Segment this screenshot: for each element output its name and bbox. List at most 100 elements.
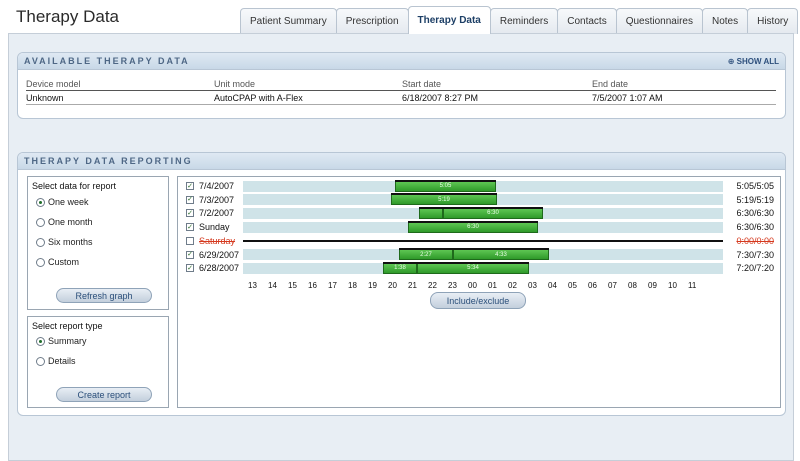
radio-button[interactable]	[36, 237, 45, 247]
row-date: 7/3/2007	[199, 194, 235, 205]
row-date: 6/29/2007	[199, 249, 240, 260]
hour-tick-label: 08	[628, 281, 637, 290]
usage-bar[interactable]	[419, 207, 443, 219]
session-outline	[383, 261, 529, 264]
tab-bar: Patient Summary Prescription Therapy Dat…	[240, 6, 799, 34]
table-row[interactable]: Unknown AutoCPAP with A-Flex 6/18/2007 8…	[26, 91, 776, 105]
header: Therapy Data Patient Summary Prescriptio…	[0, 0, 800, 34]
include-checkbox[interactable]: ✓	[186, 182, 194, 190]
tab-questionnaires[interactable]: Questionnaires	[615, 8, 703, 34]
row-date: Saturday	[199, 235, 236, 246]
usage-bar[interactable]: 5:19	[391, 194, 497, 206]
radio-custom[interactable]: Custom	[36, 257, 79, 267]
tab-prescription[interactable]: Prescription	[335, 8, 409, 34]
include-checkbox[interactable]: ✓	[186, 195, 194, 204]
row-date: 7/2/2007	[199, 208, 235, 219]
hour-tick-label: 19	[368, 281, 377, 290]
usage-bar[interactable]: 6:30	[408, 221, 538, 233]
available-panel-title: AVAILABLE THERAPY DATA	[24, 56, 190, 66]
radio-one-week[interactable]: One week	[36, 197, 89, 207]
timeline-track[interactable]: 6:30	[243, 221, 723, 233]
start-date-cell: 6/18/2007 8:27 PM	[402, 92, 479, 103]
session-outline	[399, 248, 549, 250]
column-header: Start date	[402, 78, 442, 89]
timeline-track[interactable]	[243, 235, 723, 246]
show-all-link[interactable]: ⊕ SHOW ALL	[727, 57, 779, 66]
timeline-track[interactable]: 2:27 4:33	[243, 249, 723, 260]
usage-bar[interactable]: 1:38	[383, 262, 417, 274]
row-total-time: 6:30/6:30	[736, 208, 774, 219]
row-label[interactable]: ✓ 6/29/2007	[186, 249, 239, 261]
hour-tick-label: 03	[528, 281, 537, 290]
available-panel-heading: AVAILABLE THERAPY DATA	[18, 53, 785, 70]
radio-button[interactable]	[36, 217, 45, 227]
available-therapy-panel: AVAILABLE THERAPY DATA ⊕ SHOW ALL Device…	[17, 52, 786, 119]
row-total-time: 7:20/7:20	[736, 263, 774, 274]
create-report-button[interactable]: Create report	[56, 387, 152, 402]
timeline-track[interactable]: 5:19	[243, 194, 723, 206]
radio-summary[interactable]: Summary	[36, 336, 87, 346]
include-checkbox[interactable]: ✓	[186, 264, 194, 273]
row-label[interactable]: Saturday	[186, 235, 235, 247]
tab-therapy-data[interactable]: Therapy Data	[407, 6, 491, 34]
hour-tick-label: 09	[648, 281, 657, 290]
include-exclude-button[interactable]: Include/exclude	[430, 292, 526, 309]
hour-tick-label: 20	[388, 281, 397, 290]
timeline-track[interactable]: 6:30	[243, 207, 723, 219]
radio-button[interactable]	[36, 336, 45, 346]
include-checkbox[interactable]: ✓	[186, 223, 194, 232]
row-total-time: 5:19/5:19	[736, 194, 774, 205]
radio-details[interactable]: Details	[36, 356, 76, 366]
radio-button[interactable]	[36, 197, 45, 207]
timeline-track[interactable]: 5:05	[243, 180, 723, 192]
hour-tick-label: 17	[328, 281, 337, 290]
column-header: End date	[592, 78, 629, 89]
radio-one-month[interactable]: One month	[36, 217, 93, 227]
refresh-graph-button[interactable]: Refresh graph	[56, 288, 152, 303]
include-checkbox[interactable]	[186, 236, 194, 245]
usage-bar[interactable]: 5:05	[395, 180, 496, 192]
row-date: 7/4/2007	[199, 181, 235, 191]
row-label[interactable]: ✓ 7/4/2007	[186, 180, 234, 192]
session-outline	[408, 220, 538, 223]
available-table: Device model Unit mode Start date End da…	[26, 77, 776, 105]
radio-button[interactable]	[36, 257, 45, 267]
usage-bar[interactable]: 2:27	[399, 249, 453, 260]
hour-tick-label: 04	[548, 281, 557, 290]
tab-history[interactable]: History	[747, 8, 799, 34]
row-total-time: 7:30/7:30	[736, 249, 774, 260]
hour-tick-label: 05	[568, 281, 577, 290]
usage-bar[interactable]: 5:34	[417, 262, 529, 274]
tab-contacts[interactable]: Contacts	[557, 8, 617, 34]
end-date-cell: 7/5/2007 1:07 AM	[592, 92, 663, 103]
timeline-track[interactable]: 1:38 5:34	[243, 262, 723, 274]
row-label[interactable]: ✓ 6/28/2007	[186, 262, 239, 274]
radio-button[interactable]	[36, 356, 45, 366]
usage-bar[interactable]: 6:30	[443, 207, 543, 219]
report-type-box: Select report type Summary Details Creat…	[27, 316, 169, 408]
hour-tick-label: 22	[428, 281, 437, 290]
session-outline	[419, 206, 543, 209]
hour-tick-label: 16	[308, 281, 317, 290]
row-total-time: 0:00/0:00	[736, 235, 774, 246]
hour-tick-label: 10	[668, 281, 677, 290]
tab-patient-summary[interactable]: Patient Summary	[240, 8, 337, 34]
row-label[interactable]: ✓ 7/2/2007	[186, 207, 234, 219]
include-checkbox[interactable]: ✓	[186, 209, 194, 218]
row-label[interactable]: ✓ 7/3/2007	[186, 194, 234, 206]
tab-notes[interactable]: Notes	[701, 8, 749, 34]
usage-bar[interactable]: 4:33	[453, 249, 549, 260]
hour-tick-label: 01	[488, 281, 497, 290]
unit-mode-cell: AutoCPAP with A-Flex	[214, 92, 303, 103]
column-header: Device model	[26, 78, 81, 89]
hour-tick-label: 02	[508, 281, 517, 290]
page-title: Therapy Data	[16, 7, 119, 26]
tab-reminders[interactable]: Reminders	[489, 8, 559, 34]
radio-six-months[interactable]: Six months	[36, 237, 93, 247]
report-type-title: Select report type	[32, 321, 103, 331]
device-model-cell: Unknown	[26, 92, 64, 103]
row-label[interactable]: ✓ Sunday	[186, 221, 230, 233]
table-header-row: Device model Unit mode Start date End da…	[26, 77, 776, 91]
include-checkbox[interactable]: ✓	[186, 250, 194, 259]
reporting-panel-title: THERAPY DATA REPORTING	[24, 156, 193, 166]
